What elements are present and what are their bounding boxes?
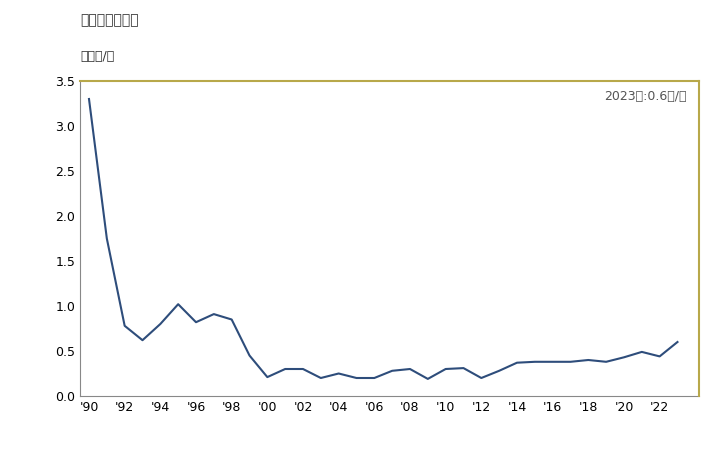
Text: 単位円/本: 単位円/本 (80, 50, 114, 63)
Text: 輸入価格の推移: 輸入価格の推移 (80, 14, 139, 27)
Text: 2023年:0.6円/本: 2023年:0.6円/本 (604, 90, 687, 104)
